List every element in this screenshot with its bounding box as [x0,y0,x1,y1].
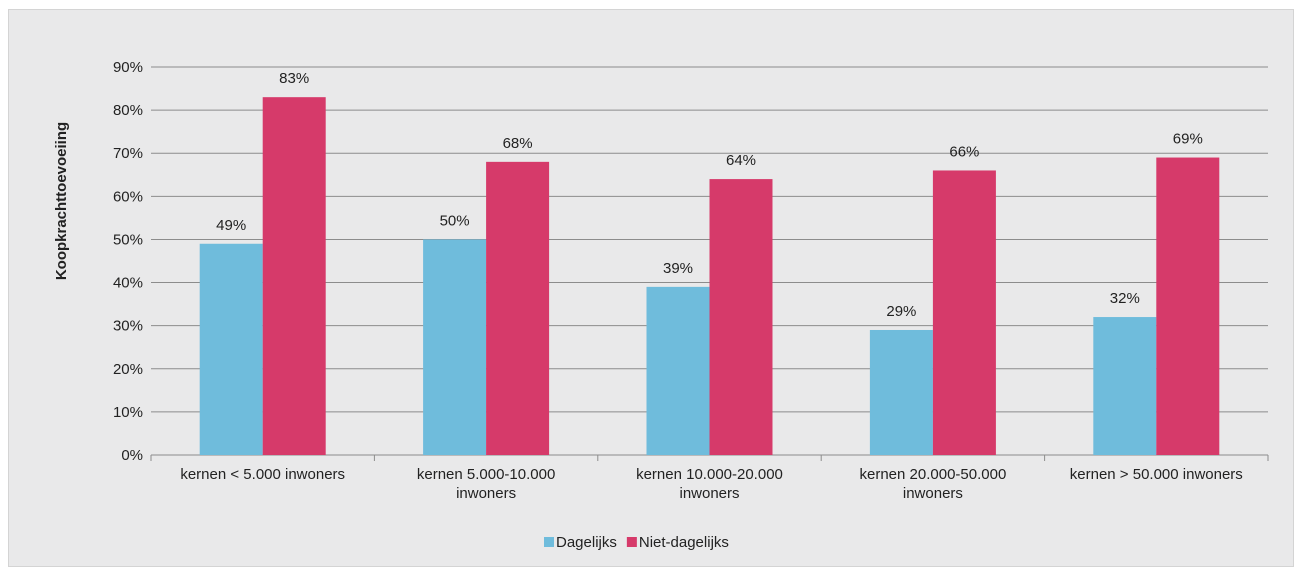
legend: Dagelijks Niet-dagelijks [544,534,729,551]
bar-dagelijks [869,329,933,455]
data-label: 66% [949,143,979,160]
y-tick-label: 70% [113,145,143,162]
legend-swatch [544,537,554,547]
legend-label: Niet-dagelijks [639,534,729,551]
y-tick-label: 0% [121,447,143,464]
bar-chart: 0% 10% 20% 30% 40% 50% 60% 70% 80% 90% 49% 83% 50% 6… [53,59,1269,551]
category-label: kernen < 5.000 inwoners [180,466,345,483]
category-label: inwoners [456,485,516,502]
category-label: inwoners [903,485,963,502]
bar-dagelijks [199,243,263,455]
category-labels: kernen < 5.000 inwoners kernen 5.000-10.0… [180,466,1242,502]
category-label: kernen 20.000-50.000 [860,466,1007,483]
data-label: 69% [1173,131,1203,148]
bar-niet-dagelijks [709,179,773,456]
bar-niet-dagelijks [1156,157,1220,456]
category-label: kernen 5.000-10.000 [417,466,555,483]
category-label: kernen 10.000-20.000 [636,466,783,483]
data-label: 29% [886,303,916,320]
bar-dagelijks [423,239,487,455]
data-label: 39% [663,260,693,277]
legend-label: Dagelijks [556,534,617,551]
legend-swatch [626,537,637,547]
data-label: 83% [279,70,309,87]
bar-niet-dagelijks [932,170,996,455]
data-label: 68% [503,135,533,152]
y-tick-label: 30% [113,318,143,335]
y-tick-label: 40% [113,275,143,292]
bar-niet-dagelijks [262,97,326,455]
bar-dagelijks [1093,317,1157,455]
y-tick-label: 80% [113,102,143,119]
bar-dagelijks [646,286,710,455]
category-label: kernen > 50.000 inwoners [1070,466,1243,483]
chart-frame: 0% 10% 20% 30% 40% 50% 60% 70% 80% 90% 49% 83% 50% 6… [8,9,1294,567]
data-label: 32% [1110,290,1140,307]
y-axis-title: Koopkrachttoevoeiing [53,122,70,280]
data-labels: 49% 83% 50% 68% 39% 64% 29% 66% 32% 69% [216,70,1203,320]
data-label: 50% [440,212,470,229]
y-tick-label: 20% [113,361,143,378]
y-tick-label: 50% [113,231,143,248]
y-tick-label: 60% [113,188,143,205]
bars [199,97,1220,456]
data-label: 49% [216,217,246,234]
category-label: inwoners [679,485,739,502]
y-tick-label: 90% [113,59,143,76]
bar-niet-dagelijks [486,161,550,455]
y-tick-label: 10% [113,404,143,421]
data-label: 64% [726,152,756,169]
